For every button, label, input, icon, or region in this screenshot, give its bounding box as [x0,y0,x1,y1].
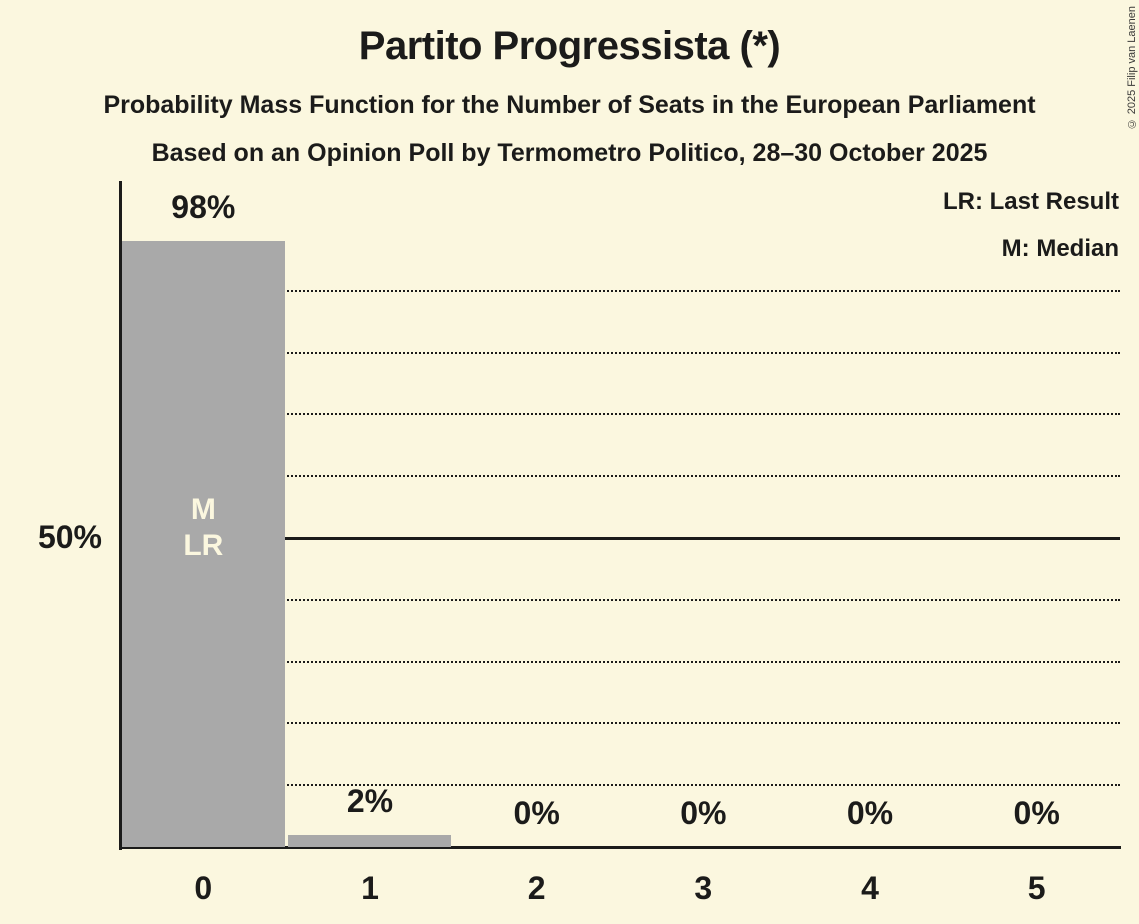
gridline-20pct [120,722,1120,725]
gridline-40pct [120,598,1120,601]
chart-title: Partito Progressista (*) [358,24,781,68]
legend-median: M: Median [1001,235,1119,262]
bar-annotation-seat-0: M LR [123,492,283,564]
gridline-80pct [120,351,1120,354]
chart-subtitle: Probability Mass Function for the Number… [103,91,1036,119]
bar-value-label-seat-1: 2% [346,782,394,819]
bar-value-label-seat-2: 0% [513,795,560,831]
x-tick-label-seat-2: 2 [527,870,546,906]
gridline-30pct [120,660,1120,663]
x-tick-label-seat-5: 5 [1027,870,1046,906]
gridline-10pct [120,784,1120,787]
bar-seat-0 [121,241,285,847]
y-axis-line [119,181,122,850]
x-axis-line [119,846,1121,849]
gridline-70pct [120,413,1120,416]
bar-value-label-seat-4: 0% [846,795,894,831]
chart-subtitle-source: Based on an Opinion Poll by Termometro P… [151,139,988,167]
gridline-50pct-solid [120,536,1120,540]
bar-value-label-seat-3: 0% [680,795,727,831]
x-tick-label-seat-1: 1 [361,870,379,906]
median-marker-label: M [190,493,216,526]
bar-seat-1 [288,834,452,847]
bar-value-label-seat-0: 98% [171,189,236,226]
gridline-90pct [120,289,1120,292]
y-axis-tick-label: 50% [37,519,102,555]
x-tick-label-seat-0: 0 [194,870,213,906]
bar-value-label-seat-5: 0% [1013,795,1060,831]
x-tick-label-seat-3: 3 [694,870,713,906]
gridline-60pct [120,475,1120,478]
legend: LR: Last Result M: Median [943,178,1119,272]
last-result-marker-label: LR [183,529,224,562]
legend-last-result: LR: Last Result [942,188,1119,215]
x-tick-label-seat-4: 4 [861,870,879,906]
